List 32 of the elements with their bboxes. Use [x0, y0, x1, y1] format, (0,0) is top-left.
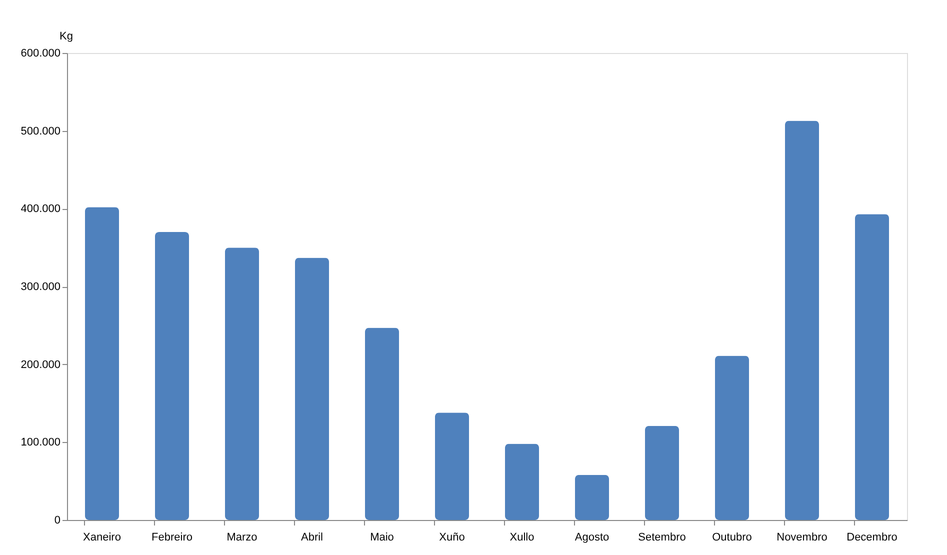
bar: [435, 412, 469, 520]
bar: [295, 258, 329, 520]
x-tick-label: Decembro: [846, 532, 898, 544]
x-tick-label: Agosto: [574, 532, 610, 544]
y-tick-label: 600.000: [20, 48, 60, 60]
x-tick-label: Outubro: [712, 532, 752, 544]
bar: [715, 356, 749, 520]
y-tick-label: 200.000: [20, 358, 60, 371]
x-tick-label: Maio: [370, 532, 394, 544]
x-tick-label: Setembro: [638, 532, 686, 544]
y-axis-title: Kg: [60, 30, 73, 42]
bar: [785, 120, 819, 520]
bar: [155, 232, 189, 520]
bar: [575, 474, 609, 520]
y-tick-label: 300.000: [20, 281, 60, 293]
bar: [225, 248, 259, 520]
x-tick-label: Xaneiro: [83, 532, 121, 544]
x-tick-label: Xullo: [510, 532, 534, 544]
bar: [505, 444, 539, 520]
bar: [645, 426, 679, 520]
bar: [855, 214, 889, 520]
x-tick-label: Novembro: [776, 532, 828, 544]
y-tick-label: 0: [54, 514, 60, 526]
bar: [85, 207, 119, 520]
y-tick-label: 500.000: [20, 125, 60, 138]
x-tick-label: Febreiro: [152, 532, 192, 544]
x-tick-label: Marzo: [226, 532, 258, 544]
x-tick-label: Abril: [300, 532, 324, 544]
y-tick-label: 100.000: [20, 436, 60, 449]
y-tick-label: 400.000: [20, 203, 60, 216]
x-tick-label: Xuño: [439, 532, 465, 544]
bar: [365, 328, 399, 520]
